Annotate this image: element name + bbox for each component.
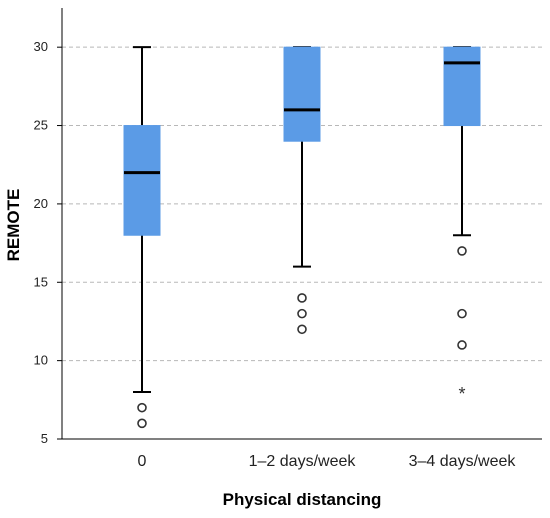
- category-label: 1–2 days/week: [249, 453, 357, 470]
- box-group: [283, 46, 321, 335]
- y-tick-label: 30: [34, 39, 48, 54]
- axes: [61, 8, 542, 440]
- category-label: 0: [138, 453, 147, 470]
- extreme-point: *: [458, 384, 465, 404]
- outlier-point: [137, 418, 147, 429]
- y-tick-labels: 5 10 15 20 25 30: [34, 39, 62, 446]
- x-axis-title: Physical distancing: [223, 490, 382, 509]
- outlier-point: [137, 402, 147, 413]
- outlier-point: [457, 308, 467, 319]
- y-tick-label: 20: [34, 196, 48, 211]
- box-group: *: [443, 46, 481, 404]
- outlier-point: [457, 246, 467, 256]
- box-iqr: [443, 46, 481, 127]
- outlier-point: [297, 293, 307, 303]
- y-tick-label: 5: [41, 431, 48, 446]
- boxes: *: [123, 46, 481, 429]
- box-group: [123, 46, 161, 429]
- box-iqr: [283, 46, 321, 142]
- y-tick-label: 10: [34, 353, 48, 368]
- y-tick-label: 25: [34, 118, 48, 133]
- y-tick-label: 15: [34, 274, 48, 289]
- outlier-point: [457, 340, 467, 350]
- box-iqr: [123, 125, 161, 236]
- category-labels: 0 1–2 days/week 3–4 days/week: [138, 453, 517, 470]
- category-label: 3–4 days/week: [409, 453, 517, 470]
- y-axis-title: REMOTE: [4, 189, 23, 262]
- outlier-point: [297, 324, 307, 335]
- outlier-point: [297, 308, 307, 319]
